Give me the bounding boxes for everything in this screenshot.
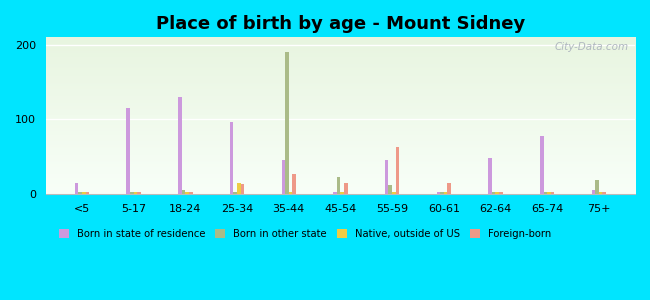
Bar [230, 122, 233, 194]
Bar [185, 192, 189, 194]
Bar [137, 192, 141, 194]
Bar [240, 184, 244, 194]
Bar [592, 190, 595, 194]
Bar [333, 192, 337, 194]
Bar [344, 183, 348, 194]
Bar [492, 192, 495, 194]
Bar [189, 192, 192, 194]
Bar [134, 192, 137, 194]
Bar [495, 192, 499, 194]
Bar [437, 192, 440, 194]
Bar [79, 192, 82, 194]
Bar [86, 192, 89, 194]
Bar [75, 183, 79, 194]
Bar [337, 177, 341, 194]
Legend: Born in state of residence, Born in other state, Native, outside of US, Foreign-: Born in state of residence, Born in othe… [55, 225, 555, 243]
Bar [603, 192, 606, 194]
Bar [285, 52, 289, 194]
Text: City-Data.com: City-Data.com [555, 42, 629, 52]
Bar [127, 108, 130, 194]
Bar [547, 192, 551, 194]
Bar [289, 192, 292, 194]
Bar [182, 190, 185, 194]
Bar [237, 183, 240, 194]
Bar [341, 192, 344, 194]
Bar [292, 174, 296, 194]
Bar [447, 183, 451, 194]
Bar [385, 160, 389, 194]
Title: Place of birth by age - Mount Sidney: Place of birth by age - Mount Sidney [156, 15, 525, 33]
Bar [599, 192, 603, 194]
Bar [444, 192, 447, 194]
Bar [540, 136, 543, 194]
Bar [396, 147, 399, 194]
Bar [233, 192, 237, 194]
Bar [82, 192, 86, 194]
Bar [595, 180, 599, 194]
Bar [551, 192, 554, 194]
Bar [392, 192, 396, 194]
Bar [488, 158, 492, 194]
Bar [130, 192, 134, 194]
Bar [281, 160, 285, 194]
Bar [499, 192, 502, 194]
Bar [389, 185, 392, 194]
Bar [543, 192, 547, 194]
Bar [178, 97, 182, 194]
Bar [440, 192, 444, 194]
